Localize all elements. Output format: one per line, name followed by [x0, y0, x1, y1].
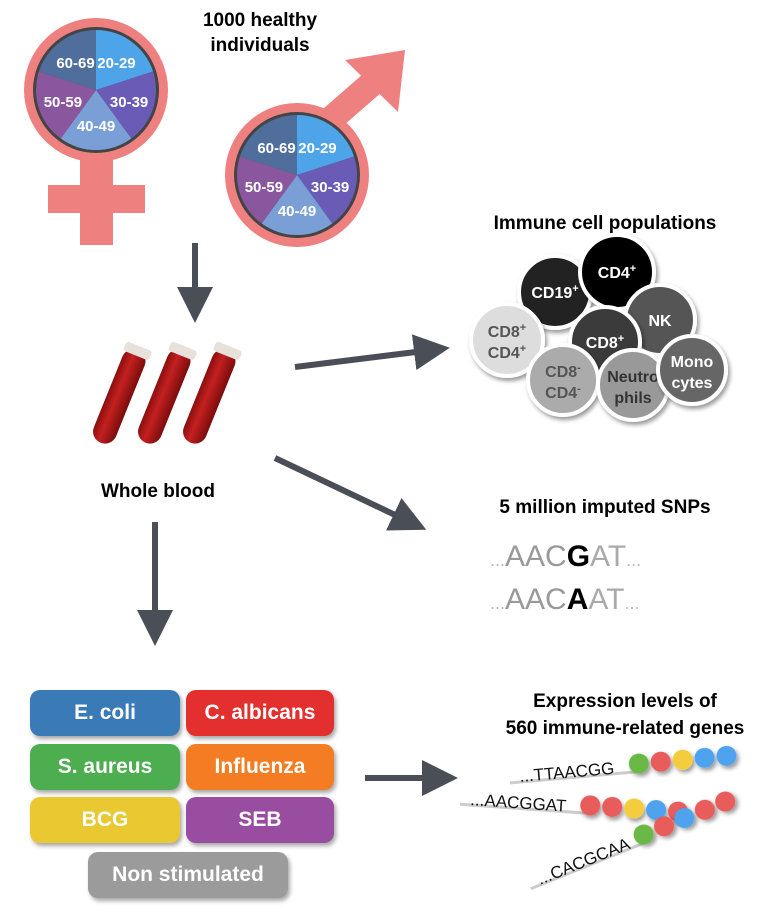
- svg-text:Mono: Mono: [671, 354, 714, 371]
- male-symbol-icon: 20-29 30-39 40-49 50-59 60-69: [225, 50, 405, 247]
- age-label: 50-59: [245, 179, 283, 196]
- svg-text:CD8+: CD8+: [488, 322, 526, 341]
- expression-bead: [674, 808, 695, 829]
- age-label: 30-39: [311, 179, 349, 196]
- male-age-pie: 20-29 30-39 40-49 50-59 60-69: [234, 112, 360, 238]
- immune-title: Immune cell populations: [494, 213, 717, 234]
- snp-seq-2: ...AACAAT...: [490, 583, 640, 616]
- age-slice-60-69: [239, 115, 297, 175]
- female-age-pie: 20-29 30-39 40-49 50-59 60-69: [33, 27, 159, 153]
- svg-text:CD19+: CD19+: [531, 283, 578, 302]
- expression-bead: [672, 749, 693, 770]
- age-slice-40-49: [60, 90, 132, 150]
- cohort-title-line2: individuals: [210, 35, 309, 56]
- flow-arrows: [137, 243, 458, 796]
- svg-text:CD4-: CD4-: [545, 383, 581, 402]
- cohort-title-line1: 1000 healthy: [203, 10, 317, 31]
- expression-bead: [602, 796, 623, 817]
- age-label: 20-29: [298, 140, 336, 157]
- age-slice-40-49: [261, 175, 333, 236]
- expression-bead: [624, 798, 645, 819]
- expression-strands: ...TTAACGG ...AACGGAT ...CACGCAA: [459, 745, 737, 891]
- stimulus-non-stimulated: Non stimulated: [88, 852, 288, 898]
- svg-text:Neutro: Neutro: [607, 369, 659, 386]
- gene-sequence: ...CACGCAA: [534, 834, 633, 889]
- expression-title-line1: Expression levels of: [533, 691, 717, 712]
- svg-text:CD8+: CD8+: [586, 333, 624, 352]
- stimulus-c-albicans: C. albicans: [186, 690, 334, 736]
- snps-title: 5 million imputed SNPs: [499, 497, 710, 518]
- age-label: 40-49: [278, 203, 316, 220]
- svg-text:NK: NK: [648, 313, 672, 330]
- expression-title-line2: 560 immune-related genes: [506, 718, 745, 739]
- age-slice-30-39: [96, 71, 156, 139]
- age-slice-60-69: [38, 30, 96, 90]
- snp-sequences: ...AACGAT... ...AACAAT...: [490, 540, 641, 616]
- svg-text:CD4+: CD4+: [598, 263, 636, 282]
- cell-cd8+cd4+: CD8+ CD4+: [469, 302, 545, 378]
- cell-monocytes: Mono cytes: [656, 334, 728, 406]
- stimulus-seb: SEB: [186, 797, 334, 843]
- stimulus-s-aureus: S. aureus: [30, 744, 180, 790]
- whole-blood-label: Whole blood: [101, 481, 215, 502]
- age-label: 60-69: [56, 55, 94, 72]
- blood-tubes-icon: [93, 341, 242, 444]
- gene-strand: ...AACGGAT: [459, 790, 689, 822]
- age-slice-30-39: [297, 156, 357, 224]
- gene-sequence: ...TTAACGG: [519, 759, 615, 786]
- stimulus-bcg: BCG: [30, 797, 180, 843]
- expression-bead: [716, 745, 737, 766]
- svg-text:phils: phils: [614, 390, 651, 407]
- age-slice-20-29: [96, 30, 154, 90]
- age-label: 50-59: [44, 94, 82, 111]
- svg-text:cytes: cytes: [672, 375, 713, 392]
- expression-bead: [633, 824, 654, 845]
- arrow-to-cells: [294, 334, 450, 371]
- age-label: 20-29: [97, 55, 135, 72]
- expression-bead: [694, 799, 715, 820]
- expression-bead: [650, 751, 671, 772]
- age-slice-20-29: [297, 115, 355, 175]
- cell-cd8-cd4-: CD8- CD4-: [526, 343, 600, 417]
- age-slice-50-59: [36, 71, 96, 139]
- female-symbol-icon: 20-29 30-39 40-49 50-59 60-69: [24, 18, 168, 245]
- svg-text:CD4+: CD4+: [488, 343, 526, 362]
- expression-bead: [580, 795, 601, 816]
- gene-strand: ...TTAACGG: [509, 745, 737, 786]
- gene-sequence: ...AACGGAT: [470, 790, 567, 816]
- snp-seq-1: ...AACGAT...: [490, 540, 641, 573]
- immune-cell-cluster: CD19+ CD4+ NK CD8+ CD4+ CD8+ CD8- CD4- Neutro phi…: [469, 233, 728, 422]
- age-label: 30-39: [110, 94, 148, 111]
- expression-bead: [715, 791, 736, 812]
- expression-bead: [628, 753, 649, 774]
- age-label: 40-49: [77, 118, 115, 135]
- stimulus-influenza: Influenza: [186, 744, 334, 790]
- arrow-to-snps: [273, 455, 427, 531]
- age-slice-50-59: [237, 156, 297, 224]
- stimulus-e-coli: E. coli: [30, 690, 180, 736]
- age-label: 60-69: [257, 140, 295, 157]
- expression-bead: [654, 816, 675, 837]
- expression-bead: [646, 799, 667, 820]
- svg-text:CD8-: CD8-: [545, 362, 581, 381]
- expression-bead: [694, 747, 715, 768]
